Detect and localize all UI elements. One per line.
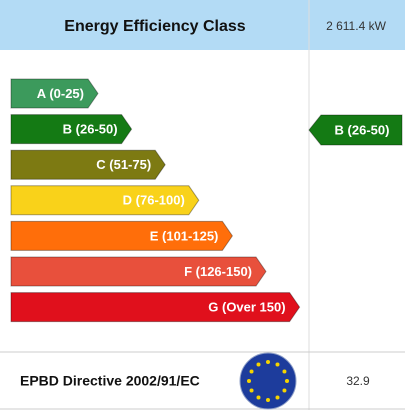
footer-value: 32.9 <box>346 374 370 388</box>
band-label: D (76-100) <box>123 193 185 208</box>
header-title: Energy Efficiency Class <box>64 18 246 35</box>
band-label: A (0-25) <box>37 86 84 101</box>
star <box>282 388 287 393</box>
band-label: C (51-75) <box>96 157 151 172</box>
star <box>285 379 289 383</box>
star <box>275 362 280 367</box>
star <box>249 369 254 374</box>
band-arrow <box>10 185 200 216</box>
band-label: F (126-150) <box>184 264 252 279</box>
band-label: B (26-50) <box>63 122 118 137</box>
star <box>275 395 280 400</box>
band-arrow <box>10 78 99 109</box>
header-value: 2 611.4 kW <box>326 19 386 33</box>
star <box>256 395 261 400</box>
band-arrow <box>10 292 301 323</box>
star <box>247 379 251 383</box>
header-bg <box>0 0 405 50</box>
band-label: G (Over 150) <box>208 300 285 315</box>
star <box>256 362 261 367</box>
eu-flag <box>239 352 297 410</box>
star <box>266 360 270 364</box>
star <box>282 369 287 374</box>
band-label: E (101-125) <box>150 228 219 243</box>
star <box>249 388 254 393</box>
eu-stars <box>247 360 289 402</box>
footer-title: EPBD Directive 2002/91/EC <box>20 373 200 389</box>
band-arrow <box>10 220 234 251</box>
band-arrow <box>10 149 166 180</box>
band-arrow <box>10 114 133 145</box>
band-arrow <box>10 256 267 287</box>
star <box>266 398 270 402</box>
indicator-arrow <box>308 114 403 146</box>
indicator-label: B (26-50) <box>335 122 390 137</box>
